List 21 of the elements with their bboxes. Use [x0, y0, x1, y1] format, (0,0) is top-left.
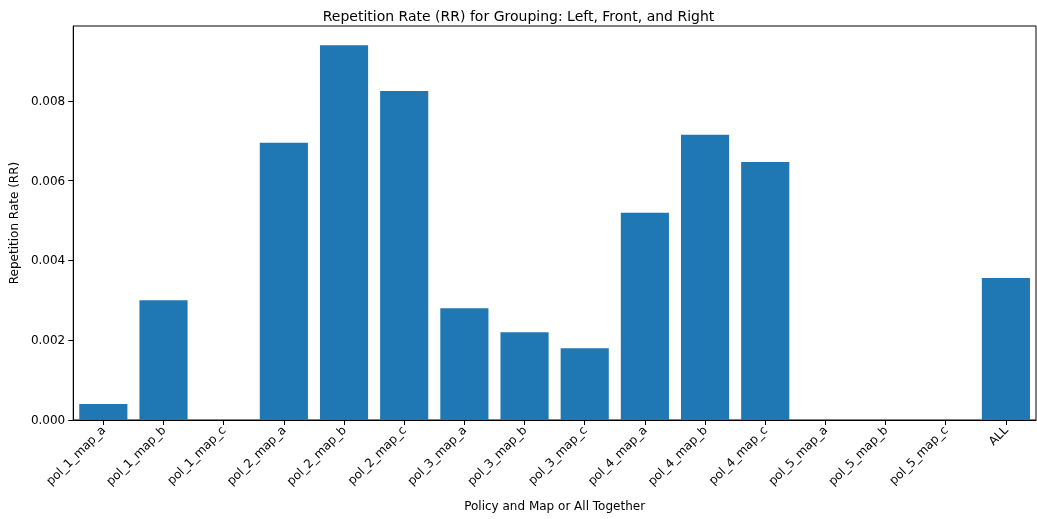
y-tick-label: 0.006 [30, 173, 66, 188]
bar [440, 308, 489, 420]
bar [79, 404, 128, 420]
bar [741, 161, 790, 420]
bar [380, 91, 429, 420]
y-axis-title: Repetition Rate (RR) [7, 161, 21, 285]
bar [319, 45, 369, 420]
x-tick-label: ALL [985, 422, 1012, 449]
chart-title: Repetition Rate (RR) for Grouping: Left, Front, and Right [322, 8, 715, 24]
y-tick-label: 0.002 [30, 333, 66, 348]
bar [259, 142, 308, 420]
bar [560, 348, 609, 420]
y-tick-label: 0.004 [30, 253, 66, 268]
bar [500, 332, 549, 420]
bar [981, 278, 1030, 420]
y-tick-label: 0.008 [30, 93, 66, 108]
y-tick-label: 0.000 [30, 413, 66, 427]
bar [139, 300, 188, 420]
bar [620, 212, 669, 420]
bar [680, 134, 730, 420]
x-axis-title: Policy and Map or All Together [464, 499, 646, 513]
